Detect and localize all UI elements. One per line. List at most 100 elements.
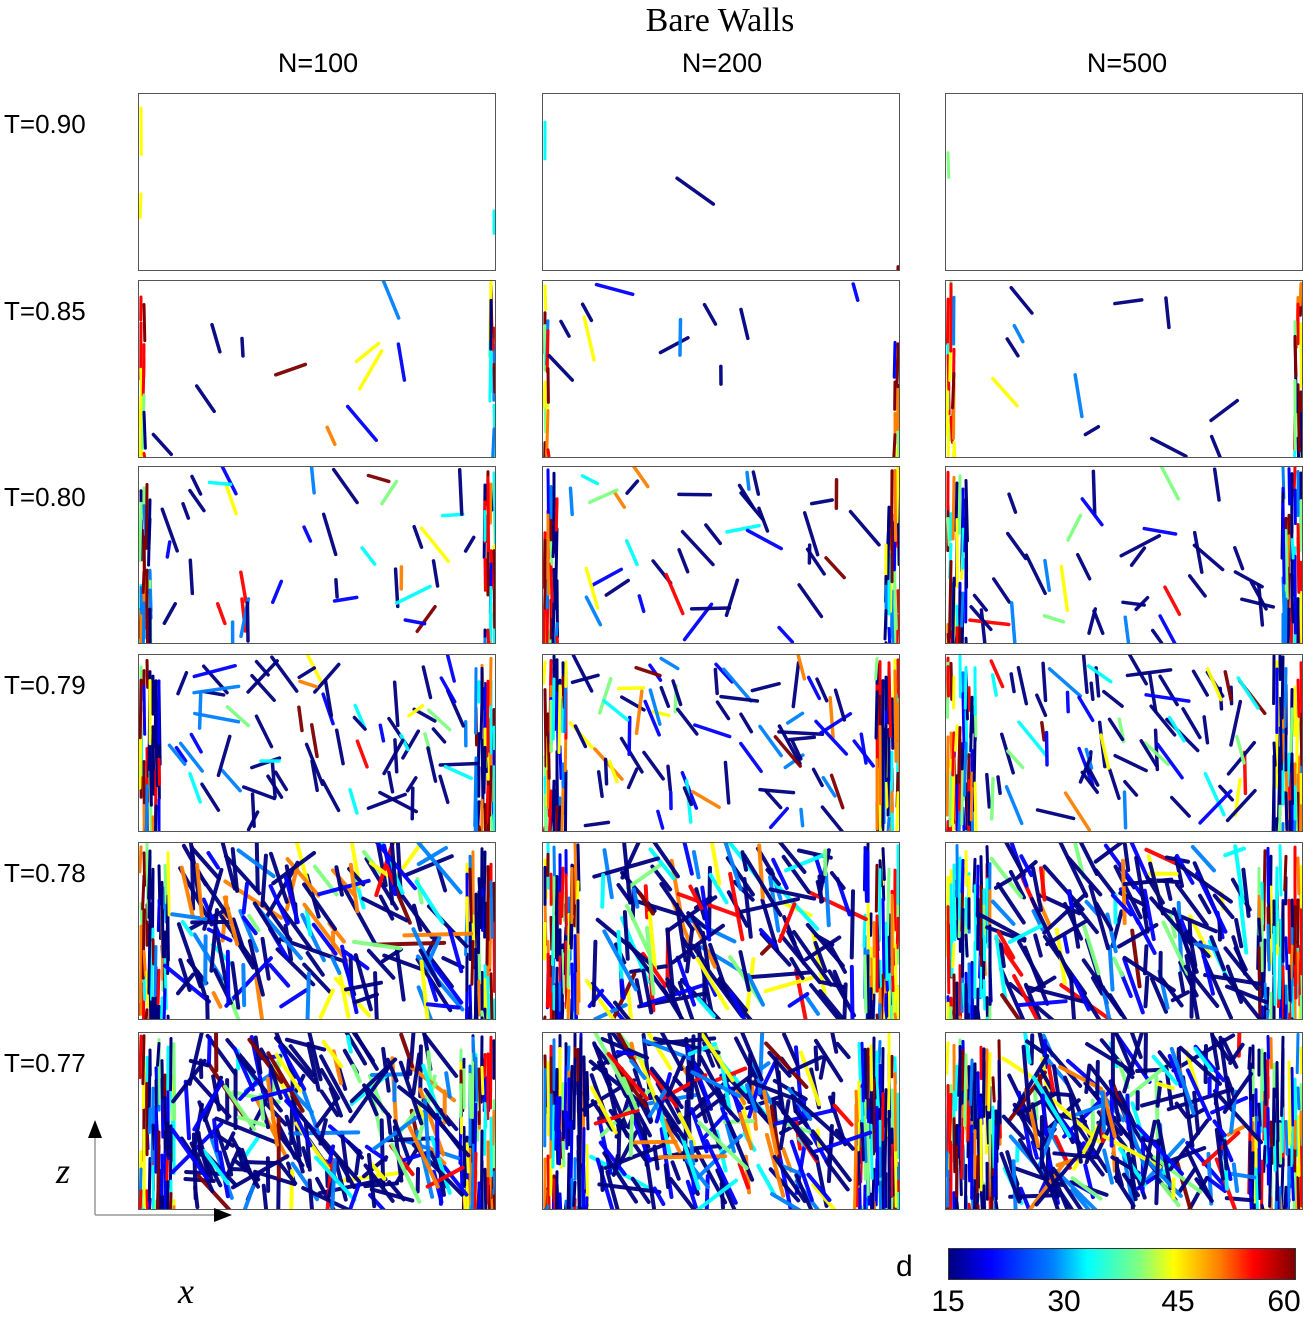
bulk-rod (1134, 855, 1149, 920)
wall-rod (483, 1167, 488, 1209)
bulk-rod (1221, 1037, 1239, 1069)
wall-rod (488, 482, 493, 525)
bulk-rod (1209, 434, 1222, 457)
bulk-rod (595, 917, 653, 967)
wall-rod (142, 949, 147, 978)
bulk-rod (784, 853, 825, 873)
wall-rod (578, 1036, 583, 1115)
bulk-rod (395, 843, 424, 878)
column-header-n100: N=100 (277, 48, 359, 78)
row-label: T=0.85 (4, 296, 86, 326)
bulk-rod (745, 528, 783, 551)
bulk-rod (723, 760, 731, 805)
bulk-rod (191, 847, 221, 881)
bulk-rod (222, 895, 240, 947)
bulk-rod (1223, 670, 1233, 702)
bulk-rod (659, 685, 671, 708)
wall-rod (886, 816, 891, 831)
wall-rod (168, 1191, 173, 1209)
rod-configuration (543, 120, 899, 270)
wall-rod (151, 725, 156, 796)
bulk-rod (223, 854, 262, 896)
bulk-rod (1202, 715, 1210, 745)
bulk-rod (1000, 993, 1022, 1019)
bulk-rod (402, 1150, 432, 1163)
bulk-rod (189, 1072, 232, 1119)
bulk-rod (1125, 668, 1173, 678)
bulk-rod (587, 488, 619, 505)
bulk-rod (789, 1139, 814, 1203)
bulk-rod (397, 1085, 442, 1121)
bulk-rod (677, 548, 690, 574)
bulk-rod (1242, 750, 1248, 796)
bulk-rod (813, 940, 828, 973)
bulk-rod (824, 556, 846, 580)
wall-rod (877, 1039, 882, 1064)
bulk-rod (1070, 1188, 1091, 1209)
wall-rod (946, 151, 951, 179)
bulk-rod (297, 666, 317, 680)
bulk-rod (1128, 1178, 1138, 1202)
bulk-rod (1101, 1089, 1117, 1139)
bulk-rod (310, 759, 319, 793)
bulk-rod (278, 1044, 307, 1092)
wall-rod (963, 1053, 968, 1128)
bulk-rod (242, 1184, 256, 1209)
wall-rod (160, 881, 165, 958)
bulk-rod (1045, 919, 1088, 947)
wall-rod (545, 329, 550, 373)
wall-rod (869, 1192, 874, 1209)
wall-rod (985, 996, 989, 1019)
bulk-rod (1047, 667, 1083, 698)
rod-configuration (139, 467, 495, 643)
wall-rod (156, 1042, 161, 1067)
bulk-rod (607, 759, 619, 784)
wall-rod (543, 1015, 547, 1019)
wall-rod (883, 1088, 888, 1128)
bulk-rod (380, 479, 399, 506)
wall-rod (1295, 1033, 1300, 1075)
bulk-rod (240, 336, 245, 358)
bulk-rod (345, 404, 378, 442)
bulk-rod (1167, 715, 1186, 743)
wall-rod (585, 1196, 589, 1209)
bulk-rod (689, 1034, 696, 1100)
figure-title: Bare Walls (645, 2, 795, 39)
wall-rod (985, 1016, 989, 1019)
wall-rod (1289, 707, 1294, 756)
bulk-rod (764, 1132, 786, 1198)
bulk-rod (1237, 893, 1249, 955)
bulk-rod (746, 1079, 801, 1103)
wall-rod (951, 576, 956, 643)
wall-rod (1290, 533, 1295, 560)
bulk-rod (1066, 855, 1103, 897)
rod-configuration (543, 655, 899, 831)
bulk-rod (580, 302, 594, 323)
wall-rod (1296, 1086, 1301, 1111)
bulk-rod (1123, 615, 1131, 643)
bulk-rod (217, 1150, 230, 1199)
wall-rod (546, 1106, 551, 1137)
bulk-rod (624, 903, 652, 956)
wall-rod (491, 326, 495, 352)
bulk-rod (1140, 1119, 1157, 1186)
bulk-rod (665, 895, 718, 933)
wall-rod (477, 825, 482, 831)
wall-rod (964, 850, 969, 888)
bulk-rod (750, 681, 781, 693)
bulk-rod (1012, 1054, 1050, 1113)
bulk-rod (999, 1151, 1022, 1204)
wall-rod (982, 979, 987, 1011)
wall-rod (1286, 607, 1291, 643)
bulk-rod (648, 688, 662, 726)
bulk-rod (666, 764, 673, 792)
bulk-rod (430, 1135, 452, 1195)
bulk-rod (302, 882, 337, 931)
bulk-rod (780, 1163, 806, 1178)
bulk-rod (245, 601, 250, 643)
bulk-rod (1019, 854, 1034, 878)
bulk-rod (811, 767, 824, 788)
bulk-rod (339, 880, 377, 946)
wall-rod (163, 1150, 168, 1209)
bulk-rod (1198, 893, 1212, 915)
